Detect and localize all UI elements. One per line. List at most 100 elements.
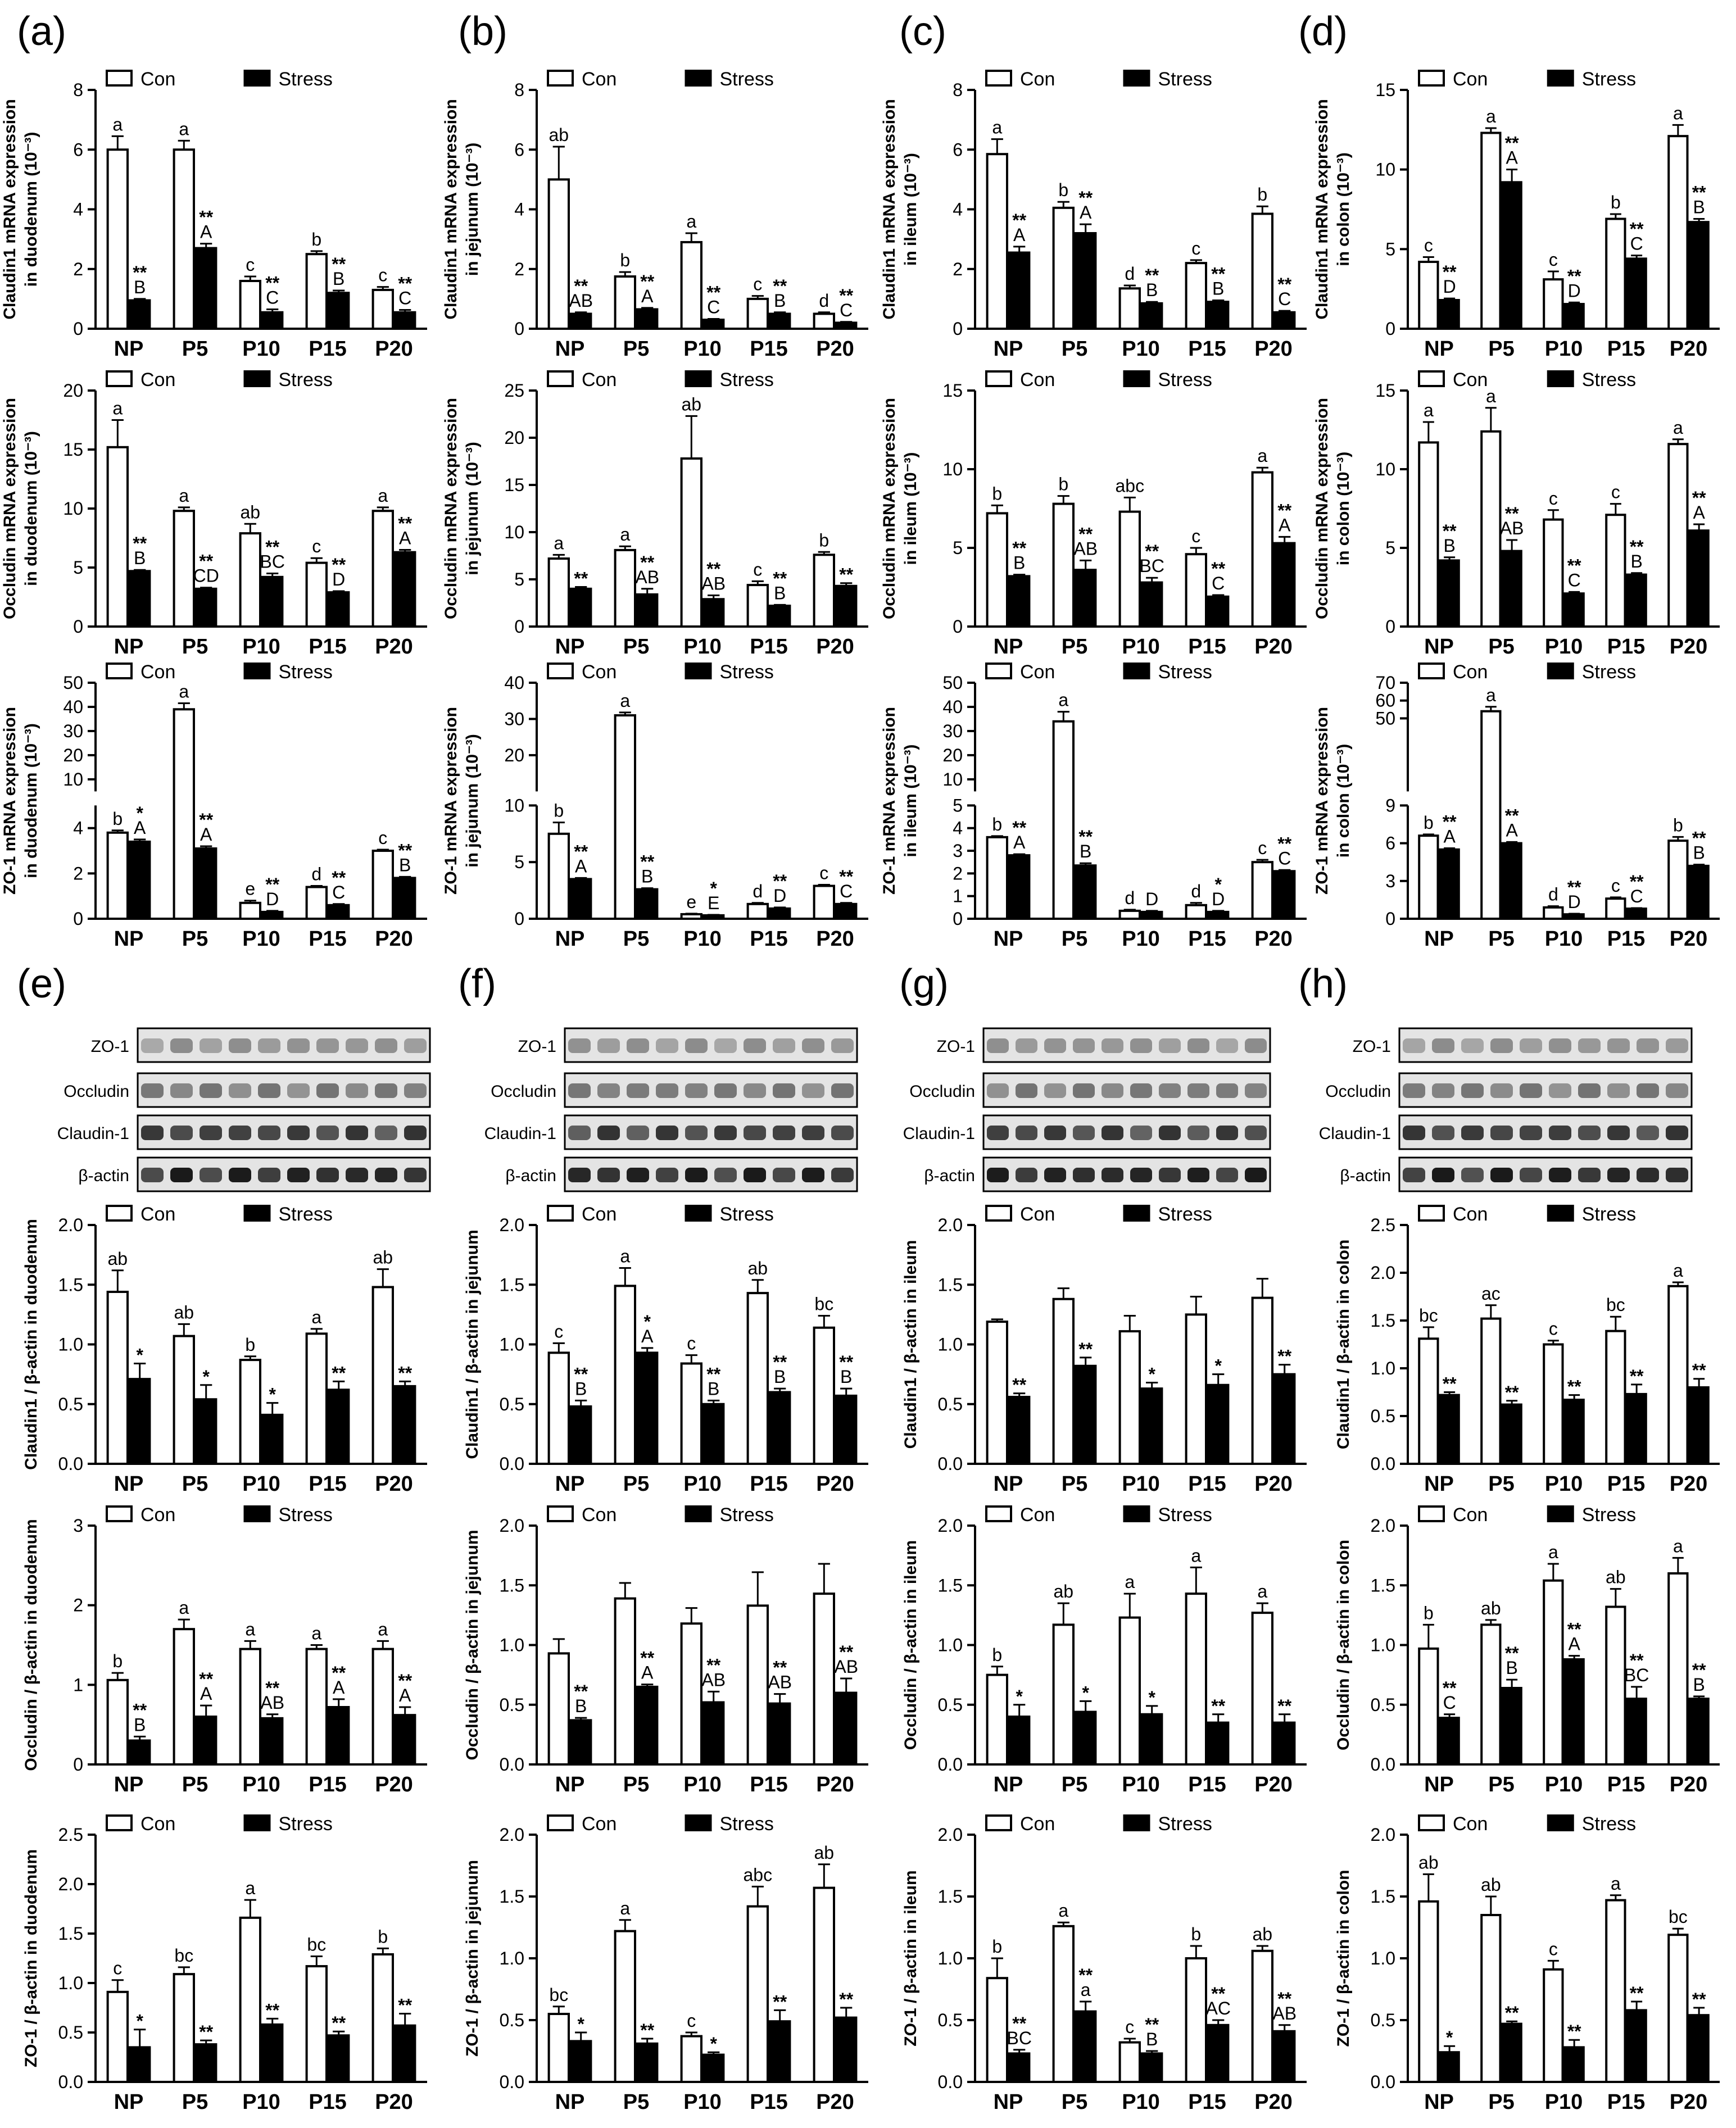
chart: 0 5 10 15 Occludin mRNA expression in ileum (… bbox=[880, 369, 1307, 659]
significance-star: ** bbox=[1630, 1366, 1644, 1386]
bar-stress bbox=[394, 2024, 416, 2083]
bar-con bbox=[813, 884, 835, 920]
bar-stress bbox=[129, 299, 151, 330]
bar-stress bbox=[1075, 1710, 1097, 1766]
y-tick-label: 2.5 bbox=[58, 1825, 83, 1845]
significance-star: ** bbox=[1692, 1989, 1706, 2009]
blot-band bbox=[229, 1168, 251, 1182]
significance-star: ** bbox=[1078, 1965, 1093, 1985]
significance-star: ** bbox=[332, 1363, 346, 1383]
x-tick-label: P5 bbox=[623, 927, 649, 951]
bar-con bbox=[547, 557, 570, 628]
significance-star: ** bbox=[1277, 500, 1291, 520]
significance-letter: a bbox=[245, 1878, 255, 1898]
blot-band bbox=[375, 1126, 397, 1140]
bar-stress bbox=[570, 878, 592, 920]
bar-stress bbox=[1141, 1713, 1163, 1766]
blot-band bbox=[1130, 1168, 1152, 1182]
x-tick-label: NP bbox=[1424, 635, 1454, 659]
significance-letter: B bbox=[1146, 280, 1158, 300]
legend-swatch-con bbox=[106, 663, 133, 679]
bar-con bbox=[1605, 1605, 1626, 1766]
significance-star: ** bbox=[398, 1363, 412, 1383]
x-tick-label: P10 bbox=[242, 1773, 280, 1796]
significance-letter: a bbox=[1191, 1545, 1201, 1566]
blot-band bbox=[802, 1083, 824, 1098]
significance-letter: B bbox=[774, 291, 786, 311]
legend-label-stress: Stress bbox=[1582, 1813, 1636, 1835]
y-tick-label: 10 bbox=[942, 769, 963, 790]
bar-stress bbox=[261, 311, 284, 330]
blot-band bbox=[346, 1168, 368, 1182]
significance-letter: A bbox=[641, 1663, 654, 1683]
legend-label-con: Con bbox=[1453, 661, 1488, 683]
y-tick-label: 1.5 bbox=[500, 1575, 524, 1595]
significance-star: ** bbox=[640, 552, 654, 573]
x-tick-label: P15 bbox=[750, 337, 788, 361]
significance-letter: b bbox=[992, 814, 1002, 834]
y-tick-label: 1.0 bbox=[938, 1635, 963, 1655]
significance-letter: AB bbox=[1073, 538, 1098, 559]
blot-band bbox=[1666, 1083, 1688, 1098]
legend-swatch-stress bbox=[243, 70, 271, 87]
y-tick-label: 25 bbox=[504, 380, 524, 401]
significance-star: ** bbox=[1277, 274, 1291, 294]
significance-star: ** bbox=[1145, 2014, 1159, 2035]
y-axis-label: Occludin / β-actin in duodenum bbox=[22, 1519, 40, 1771]
blot-band bbox=[200, 1168, 222, 1182]
legend-label-con: Con bbox=[1020, 69, 1055, 90]
y-axis-label: Occludin / β-actin in ileum bbox=[901, 1540, 920, 1750]
significance-letter: B bbox=[1146, 2029, 1158, 2049]
x-tick-label: P5 bbox=[1488, 635, 1514, 659]
legend-label-stress: Stress bbox=[1158, 1504, 1212, 1526]
y-axis-label: in duodenum (10⁻³) bbox=[22, 431, 40, 586]
x-tick-label: P10 bbox=[683, 635, 722, 659]
blot-band bbox=[568, 1083, 591, 1098]
significance-letter: AB bbox=[1272, 2003, 1297, 2023]
y-tick-label: 10 bbox=[942, 459, 963, 479]
blot-band bbox=[1432, 1038, 1454, 1053]
blot-band bbox=[1403, 1168, 1425, 1182]
significance-star: * bbox=[136, 803, 143, 823]
significance-letter: AB bbox=[1500, 518, 1524, 538]
y-tick-label: 5 bbox=[514, 569, 524, 589]
significance-letter: A bbox=[134, 818, 146, 838]
blot-band bbox=[1102, 1038, 1123, 1053]
legend-label-stress: Stress bbox=[279, 1813, 333, 1835]
blot-band bbox=[1159, 1126, 1181, 1140]
y-tick-label: 8 bbox=[953, 80, 963, 100]
blot-band bbox=[1245, 1168, 1267, 1182]
legend-label-con: Con bbox=[140, 1813, 175, 1835]
significance-star: ** bbox=[1443, 262, 1457, 282]
significance-letter: BC bbox=[260, 552, 284, 572]
x-tick-label: P20 bbox=[375, 337, 413, 361]
legend-label-stress: Stress bbox=[1158, 1204, 1212, 1225]
y-axis-label: Claudin1 / β-actin in colon bbox=[1334, 1240, 1353, 1449]
y-axis-label: in duodenum (10⁻³) bbox=[22, 132, 40, 287]
bar-stress bbox=[1688, 1698, 1710, 1766]
y-tick-label: 2.5 bbox=[1371, 1215, 1395, 1235]
legend-label-stress: Stress bbox=[720, 1813, 774, 1835]
significance-letter: AB bbox=[701, 1669, 726, 1690]
bar-stress bbox=[769, 312, 791, 330]
y-tick-label: 50 bbox=[63, 673, 83, 693]
blot-band bbox=[773, 1083, 795, 1098]
legend-swatch-con bbox=[1418, 70, 1445, 87]
x-tick-label: P10 bbox=[1122, 927, 1160, 951]
y-tick-label: 20 bbox=[63, 380, 83, 401]
bar-con bbox=[371, 288, 394, 330]
y-tick-label: 0.5 bbox=[938, 2010, 963, 2030]
significance-letter: A bbox=[1506, 820, 1518, 840]
panel-letter-f: (f) bbox=[458, 961, 496, 1006]
bar-con bbox=[1480, 1623, 1502, 1766]
legend-label-con: Con bbox=[140, 69, 175, 90]
significance-letter: B bbox=[1212, 279, 1224, 299]
significance-letter: b bbox=[992, 1645, 1002, 1665]
bar-con bbox=[1605, 897, 1626, 920]
y-tick-label: 1.0 bbox=[938, 1948, 963, 1968]
significance-star: ** bbox=[199, 207, 213, 228]
chart: 0 5 10 15 20 25 Occludin mRNA expression in jej… bbox=[442, 369, 868, 659]
significance-letter: c bbox=[819, 863, 828, 883]
bar-stress bbox=[570, 587, 592, 628]
